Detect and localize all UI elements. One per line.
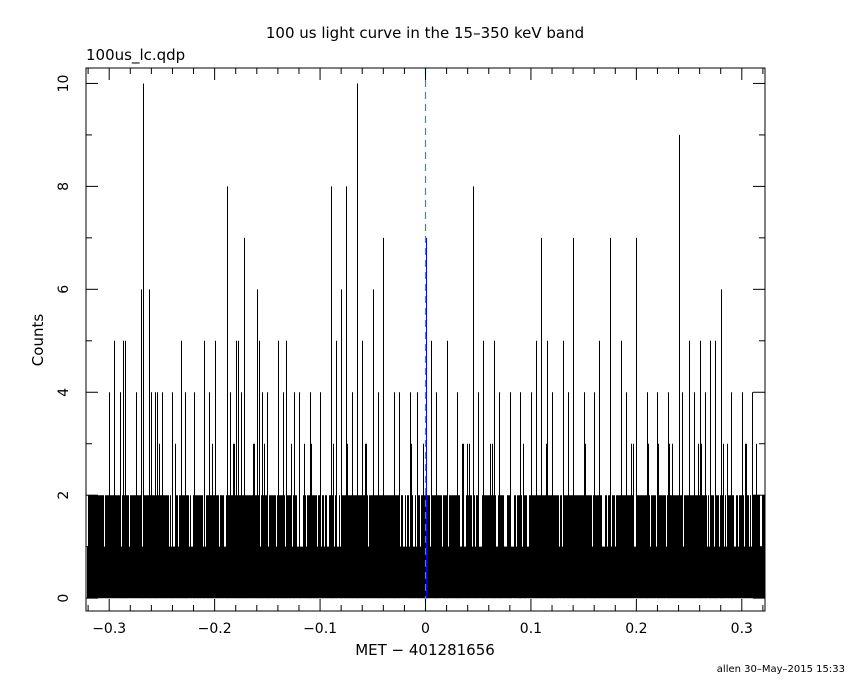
x-tick-label: 0.3	[731, 621, 753, 637]
y-tick-label: 2	[56, 491, 72, 500]
x-tick-label: 0.1	[520, 621, 542, 637]
y-tick-label: 8	[56, 182, 72, 191]
x-axis-ticks: −0.3 −0.2 −0.1 0 0.1 0.2 0.3	[87, 68, 764, 637]
x-tick-label: −0.3	[92, 621, 126, 637]
count-spikes	[109, 83, 753, 599]
y-axis-ticks: 0 2 4 6 8 10	[56, 75, 765, 603]
y-tick-label: 4	[56, 388, 72, 397]
y-tick-label: 0	[56, 594, 72, 603]
y-tick-label: 10	[56, 75, 72, 93]
timestamp-label: allen 30–May–2015 15:33	[717, 664, 845, 675]
x-tick-label: 0	[421, 621, 430, 637]
y-tick-label: 6	[56, 285, 72, 294]
x-tick-label: −0.1	[303, 621, 337, 637]
x-tick-label: −0.2	[198, 621, 232, 637]
x-tick-label: 0.2	[625, 621, 647, 637]
chart-title: 100 us light curve in the 15–350 keV ban…	[266, 24, 584, 42]
x-axis-label: MET − 401281656	[355, 641, 495, 659]
file-label: 100us_lc.qdp	[86, 46, 185, 65]
y-axis-label: Counts	[29, 314, 47, 367]
